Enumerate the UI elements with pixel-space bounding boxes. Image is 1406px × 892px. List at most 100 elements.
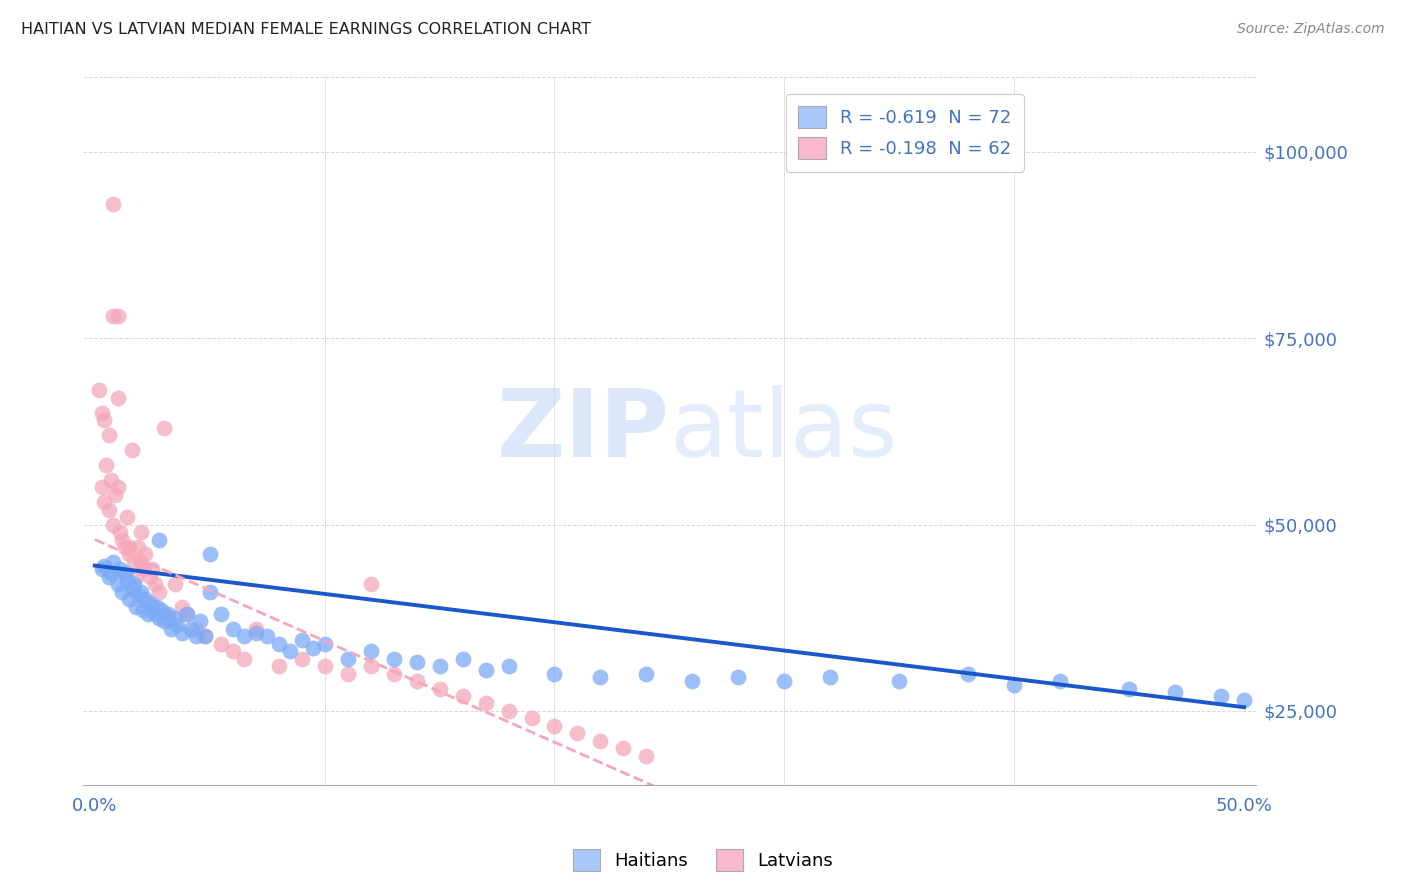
Point [1118,681,1140,696]
Point [957,666,980,681]
Text: HAITIAN VS LATVIAN MEDIAN FEMALE EARNINGS CORRELATION CHART: HAITIAN VS LATVIAN MEDIAN FEMALE EARNING… [21,22,591,37]
Point [148,584,170,599]
Point [122,577,145,591]
Point [233,652,256,666]
Point [589,733,612,747]
Point [267,637,290,651]
Point [97,428,120,442]
Point [104,488,127,502]
Point [165,577,187,591]
Point [111,533,134,547]
Point [1233,692,1256,706]
Point [405,674,427,689]
Point [198,548,221,562]
Point [152,421,174,435]
Point [152,607,174,621]
Point [96,458,118,472]
Point [172,599,194,614]
Point [336,652,359,666]
Point [184,629,207,643]
Point [89,384,111,398]
Point [314,637,336,651]
Point [198,584,221,599]
Point [90,406,112,420]
Point [636,748,658,763]
Point [194,629,217,643]
Point [101,309,124,323]
Point [101,555,124,569]
Point [101,517,124,532]
Point [302,640,325,655]
Point [148,611,170,625]
Point [256,629,278,643]
Point [314,659,336,673]
Point [176,607,198,621]
Point [90,562,112,576]
Point [245,625,267,640]
Point [360,577,382,591]
Point [451,652,474,666]
Point [132,562,155,576]
Point [451,689,474,703]
Point [107,391,129,405]
Point [114,566,136,580]
Point [97,570,120,584]
Point [498,659,520,673]
Point [107,577,129,591]
Point [141,562,163,576]
Point [148,533,170,547]
Point [125,570,148,584]
Point [184,622,207,636]
Point [221,622,243,636]
Point [245,622,267,636]
Point [127,540,149,554]
Point [134,592,156,607]
Point [114,540,136,554]
Point [157,615,180,629]
Legend: Haitians, Latvians: Haitians, Latvians [567,842,839,879]
Point [589,670,612,684]
Point [132,603,155,617]
Point [727,670,749,684]
Point [93,495,115,509]
Point [111,584,134,599]
Point [139,570,162,584]
Point [118,548,141,562]
Point [136,607,159,621]
Point [129,555,152,569]
Point [543,666,565,681]
Point [121,581,143,595]
Point [118,540,141,554]
Legend: R = -0.619  N = 72, R = -0.198  N = 62: R = -0.619 N = 72, R = -0.198 N = 62 [786,94,1024,172]
Point [176,607,198,621]
Point [520,711,543,725]
Point [681,674,703,689]
Point [115,574,138,588]
Point [820,670,842,684]
Point [382,652,405,666]
Point [93,558,115,573]
Point [93,413,115,427]
Point [498,704,520,718]
Point [159,622,181,636]
Point [165,611,187,625]
Point [143,607,166,621]
Point [636,666,658,681]
Point [543,719,565,733]
Point [122,555,145,569]
Point [125,599,148,614]
Point [139,596,162,610]
Point [108,524,131,539]
Point [429,659,451,673]
Point [278,644,301,658]
Point [889,674,911,689]
Point [360,659,382,673]
Text: atlas: atlas [669,385,897,477]
Point [129,584,152,599]
Point [773,674,796,689]
Point [107,309,129,323]
Point [267,659,290,673]
Text: ZIP: ZIP [496,385,669,477]
Point [115,510,138,524]
Point [194,629,217,643]
